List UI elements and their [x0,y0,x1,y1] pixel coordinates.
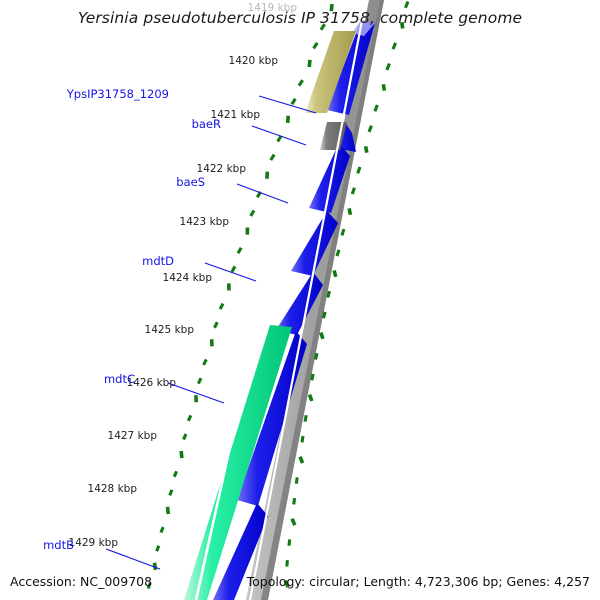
gene-label-leader-line [258,95,317,114]
gene-track-inner[interactable] [213,20,375,600]
ruler-tick-label: 1423 kbp [180,216,230,228]
gene-label-leader-line [236,183,289,204]
gene-feature-blue-1[interactable] [327,20,375,115]
ruler-minor-tick [294,477,299,484]
ruler-minor-tick [403,0,410,9]
ruler-major-tick [332,270,338,278]
ruler-major-tick [285,115,291,124]
lane-separators [194,0,368,600]
ruler-minor-tick [172,470,178,478]
page-title: Yersinia pseudotuberculosis IP 31758, co… [78,9,522,27]
gene-label-leader-line [105,548,161,570]
ruler-minor-tick [213,321,219,329]
ruler-major-tick [347,208,353,216]
ruler-minor-tick [285,559,289,567]
ruler-minor-tick [182,433,188,441]
gene-label-leader-line [167,382,225,404]
ruler-minor-tick [385,62,391,71]
gene-label-baeR[interactable]: baeR [192,117,221,131]
ruler-minor-tick [146,582,152,590]
ruler-tick-label: 1425 kbp [145,324,195,336]
ruler-minor-tick [155,545,161,552]
ruler-minor-tick [326,290,331,298]
ruler-minor-tick [297,79,304,87]
ruler-tick-label: 1428 kbp [88,483,138,495]
ruler-label-group: 1419 kbp 1420 kbp 1421 kbp 1422 kbp 1423 kbp… [69,2,298,549]
ruler-minor-tick [313,352,319,360]
ruler-minor-tick [196,377,203,385]
accession-label: Accession: NC_009708 [10,574,152,589]
ruler-major-tick [283,580,290,588]
ruler-major-tick [165,506,171,515]
ruler-tick-label: 1429 kbp [69,537,119,549]
gene-feature-khaki[interactable] [305,31,356,113]
ruler-minor-tick [236,246,243,255]
gene-label-leader-line [251,125,307,146]
gene-feature-blue-7[interactable] [213,503,268,600]
ruler-minor-tick [303,415,308,422]
gene-label-baeS[interactable]: baeS [176,175,205,189]
ruler-minor-tick [335,249,341,257]
ruler-minor-tick [168,489,174,496]
ruler-major-tick [179,450,184,459]
ruler-tick-label: 1419 kbp [248,2,298,14]
ruler-minor-tick [310,373,315,381]
gene-label-group[interactable]: YpsIP31758_1209 baeR baeS mdtD mdtC mdtB [43,87,317,570]
ruler-minor-tick [373,104,379,112]
ruler-minor-tick [186,414,193,422]
ruler-major-tick [381,83,387,91]
gene-arrowhead-blue-1 [352,20,375,36]
ruler-minor-tick [218,302,225,310]
ruler-arc-right [283,0,410,588]
ruler-minor-tick [202,358,208,366]
ruler-minor-tick [367,125,373,133]
ruler-minor-tick [276,135,283,143]
gene-feature-blue-3[interactable] [309,143,350,213]
ruler-minor-tick [292,497,297,505]
ruler-tick-label: 1421 kbp [211,109,261,121]
ruler-major-tick [290,518,297,526]
ruler-minor-tick [321,311,327,319]
gene-label-YpsIP31758_1209[interactable]: YpsIP31758_1209 [66,87,169,101]
ruler-minor-tick [287,539,292,546]
gene-label-mdtC[interactable]: mdtC [104,372,135,386]
ruler-minor-tick [391,42,398,50]
ruler-minor-tick [300,435,305,443]
ruler-tick-label: 1426 kbp [127,377,177,389]
ruler-major-tick [329,3,334,12]
ruler-major-tick [307,393,314,402]
ruler-minor-tick [290,97,297,106]
ruler-tick-label: 1424 kbp [163,272,213,284]
ruler-minor-tick [356,166,362,174]
ruler-minor-tick [319,23,326,31]
ruler-major-tick [319,331,325,340]
ruler-minor-tick [312,41,319,50]
gene-label-mdtD[interactable]: mdtD [142,254,174,268]
ruler-major-tick [363,146,369,153]
ruler-tick-label: 1422 kbp [197,163,247,175]
gene-label-leader-line [204,262,257,282]
ruler-minor-tick [269,153,276,161]
ruler-major-tick [298,455,305,464]
ruler-arc-left [146,3,334,590]
ruler-major-tick [307,59,312,68]
ruler-tick-label: 1420 kbp [229,55,279,67]
ruler-minor-tick [350,187,356,195]
genome-summary-label: Topology: circular; Length: 4,723,306 bp… [246,574,590,589]
gene-feature-blue-4[interactable] [291,211,338,276]
ruler-minor-tick [340,228,346,236]
gene-label-mdtB[interactable]: mdtB [43,538,74,552]
ruler-tick-label: 1427 kbp [108,430,158,442]
ruler-major-tick [152,562,158,571]
ruler-minor-tick [159,526,165,534]
ruler-minor-tick [249,209,256,217]
ruler-minor-tick [230,265,237,273]
ruler-major-tick [400,21,405,29]
gene-feature-blue-6[interactable] [237,331,307,506]
